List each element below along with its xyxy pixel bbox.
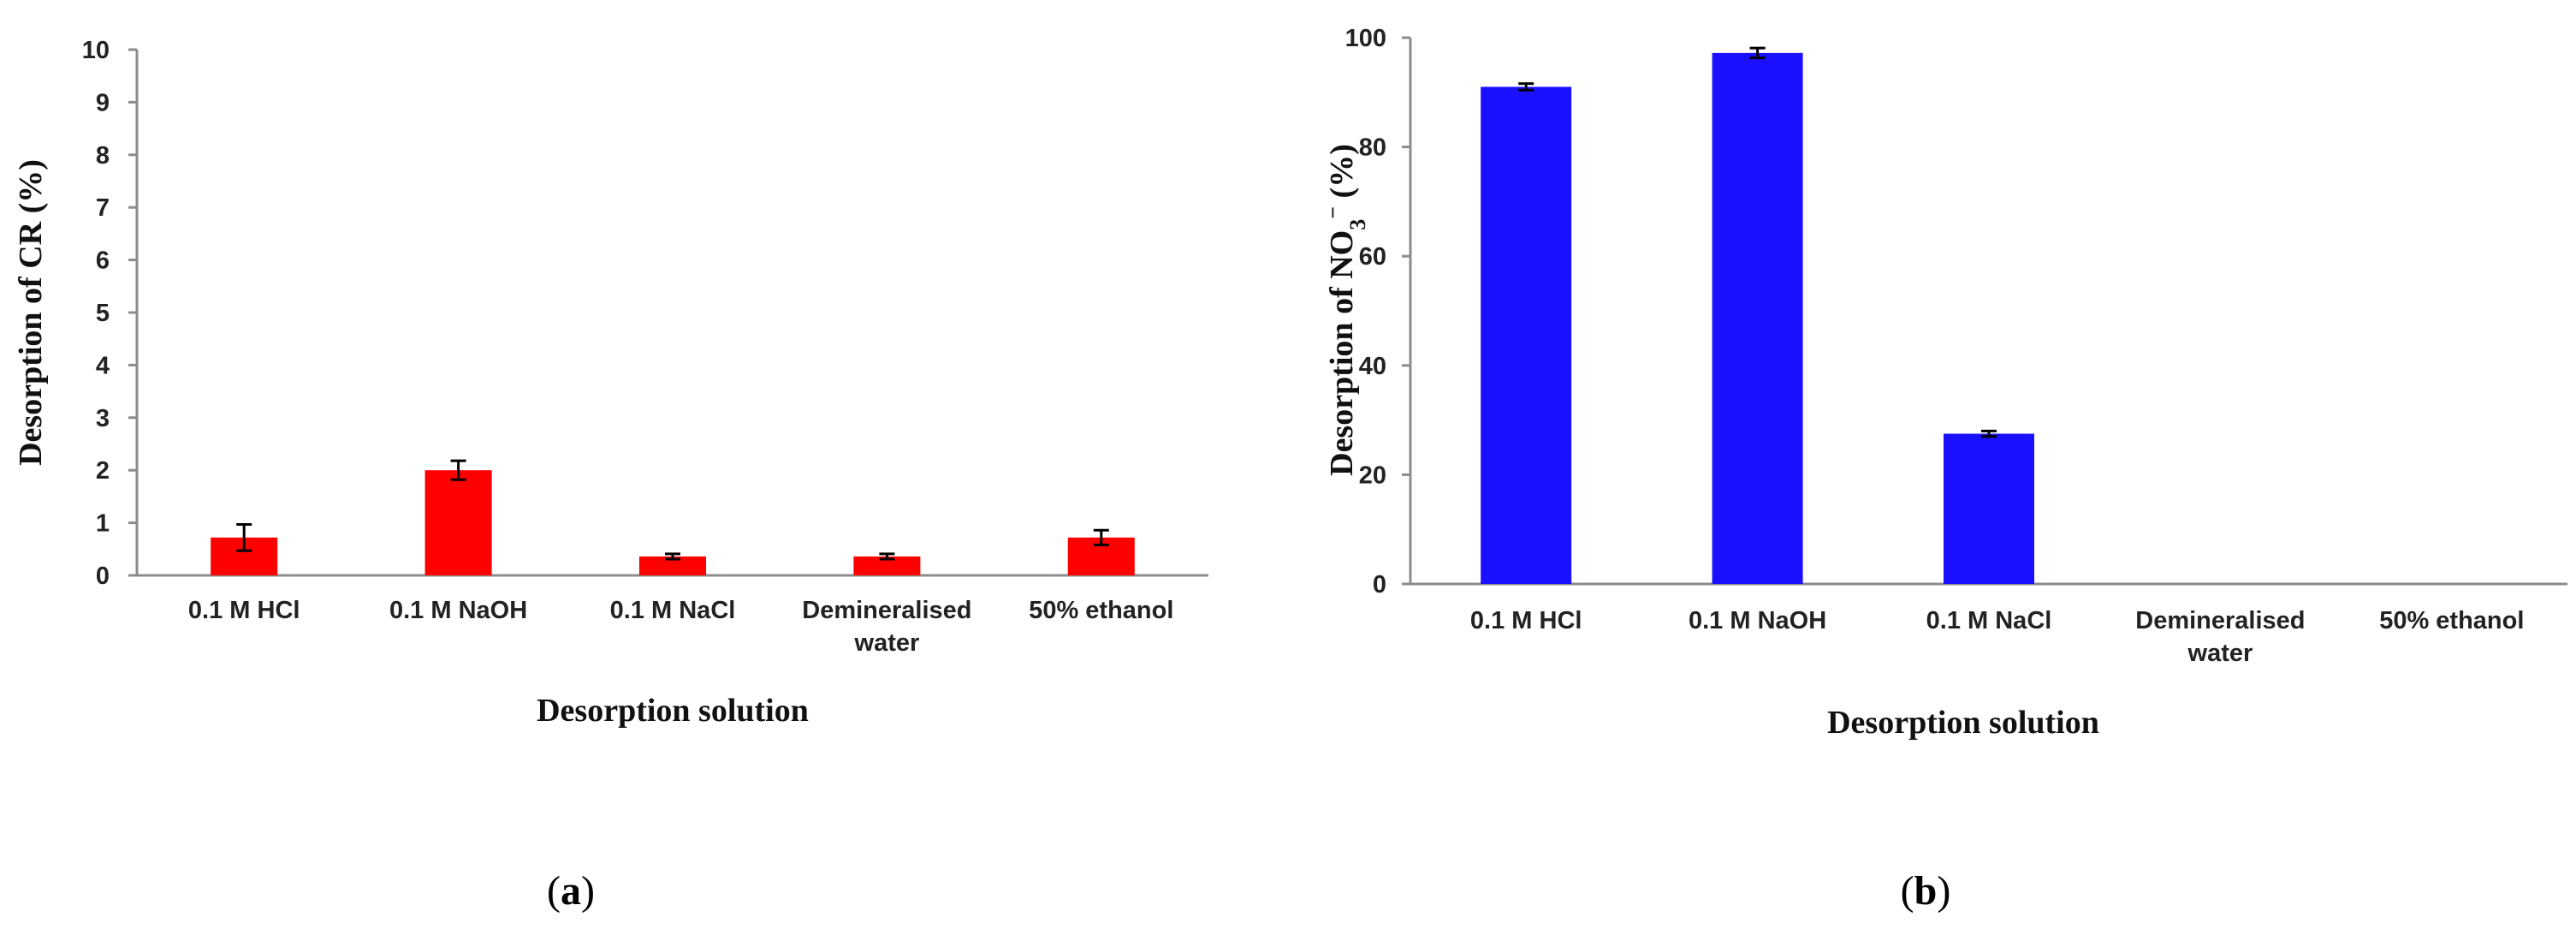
bar [1944,433,2034,584]
error-bar [1981,429,1997,438]
chart-panel-b: 0 20 40 60 80 100 0.1 M HCl 0.1 M NaOH 0.1 M NaC… [1321,25,2567,914]
error-bar [879,552,895,561]
x-tick-label: 0.1 M NaOH [389,597,527,624]
bar [424,470,492,575]
y-tick-label: 4 [96,352,110,379]
x-tick-label: Demineralised water [2135,607,2305,667]
error-bar [236,522,252,552]
y-tick-label: 60 [1359,243,1386,271]
y-tick-label: 5 [96,300,110,327]
x-tick-label: 0.1 M NaOH [1689,607,1826,634]
y-tick-label: 100 [1345,25,1386,52]
y-tick-label: 0 [96,563,110,590]
y-axis-title: Desorption of CR (%) [13,159,49,466]
panel-label: (b) [1901,868,1951,914]
y-tick-label: 0 [1373,571,1386,598]
y-tick-label: 10 [82,37,110,64]
y-tick-label: 3 [96,405,110,432]
x-tick-label: 0.1 M HCl [1470,607,1582,634]
error-bar [1093,528,1109,546]
x-tick-label: 50% ethanol [1029,597,1173,624]
x-tick-label: Demineralised water [802,597,971,657]
x-axis-title: Desorption solution [537,693,809,729]
error-bar [450,459,466,481]
error-bar [1518,82,1534,92]
panel-label: (a) [547,868,595,914]
y-tick-label: 2 [96,457,110,485]
y-tick-label: 7 [96,194,110,222]
y-tick-label: 80 [1359,134,1386,162]
bar [1481,86,1572,585]
y-tick-label: 1 [96,510,110,538]
error-bar [1749,46,1766,60]
y-tick-label: 6 [96,247,110,275]
y-tick-label: 8 [96,142,110,170]
bar [639,556,706,575]
x-tick-label: 0.1 M NaCl [610,597,736,624]
chart-panel-a: 0 1 2 3 4 5 6 7 8 9 10 0.1 M HCl 0.1 M NaOH 0.1 M NaC… [13,37,1208,914]
x-axis-title: Desorption solution [1827,705,2099,741]
y-tick-label: 9 [96,89,110,116]
error-bar [665,552,680,561]
y-tick-label: 20 [1359,462,1386,489]
y-axis-title: Desorption of NO3− (%) [1321,144,1370,476]
x-tick-label: 50% ethanol [2379,607,2524,634]
bar [1712,52,1803,584]
x-tick-label: 0.1 M NaCl [1926,607,2052,634]
y-tick-label: 40 [1359,353,1386,380]
x-tick-label: 0.1 M HCl [188,597,300,624]
bar [853,556,921,575]
